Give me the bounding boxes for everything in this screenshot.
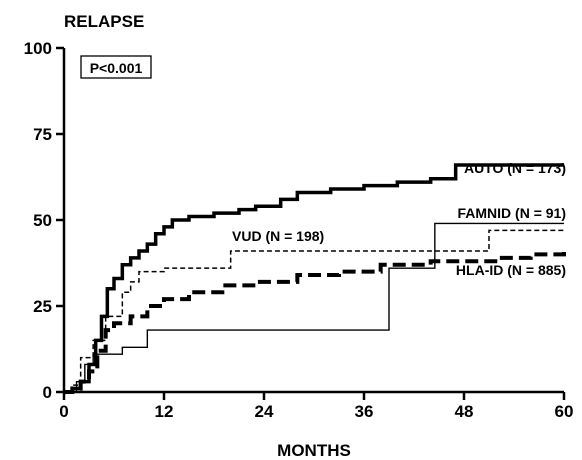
series-lines <box>64 163 566 394</box>
y-tick-label: 75 <box>33 125 52 144</box>
y-ticks: 0 25 50 75 100 <box>24 39 64 402</box>
x-tick-label: 48 <box>455 402 474 421</box>
vud-line <box>64 229 564 393</box>
x-tick-label: 12 <box>155 402 174 421</box>
x-axis-label: MONTHS <box>277 441 351 460</box>
p-value-box <box>80 55 152 79</box>
p-value-annotation: P<0.001 <box>90 60 143 76</box>
x-tick-label: 60 <box>555 402 574 421</box>
y-tick-label: 0 <box>43 383 52 402</box>
auto-label: AUTO (N = 173) <box>464 160 566 176</box>
x-tick-label: 0 <box>59 402 68 421</box>
series-labels: AUTO (N = 173) FAMNID (N = 91) VUD (N = 19… <box>232 160 566 278</box>
y-tick-label: 25 <box>33 297 52 316</box>
x-tick-label: 36 <box>355 402 374 421</box>
x-ticks: 0 12 24 36 48 60 <box>59 392 573 421</box>
famnid-label: FAMNID (N = 91) <box>457 205 566 221</box>
x-tick-label: 24 <box>255 402 274 421</box>
chart-title: RELAPSE <box>64 12 144 31</box>
auto-line <box>64 163 564 394</box>
vud-label: VUD (N = 198) <box>232 228 324 244</box>
y-tick-label: 50 <box>33 211 52 230</box>
hla-id-label: HLA-ID (N = 885) <box>456 262 566 278</box>
y-tick-label: 100 <box>24 39 52 58</box>
hla-id-line <box>64 250 566 394</box>
